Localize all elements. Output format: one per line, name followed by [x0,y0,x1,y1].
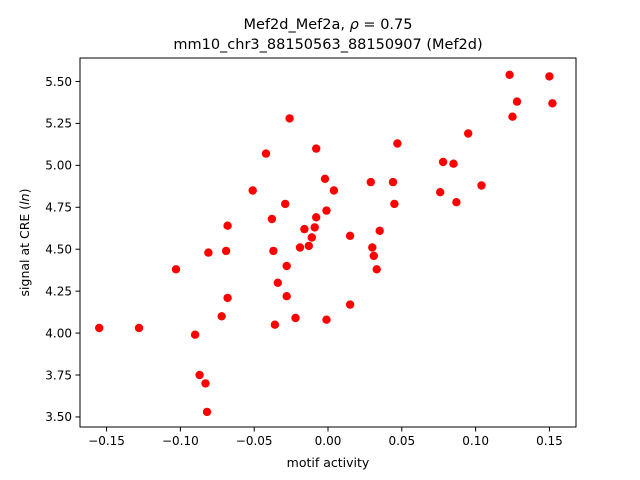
data-point-47 [452,198,461,207]
data-point-0 [95,323,104,333]
x-tick-label-0: −0.15 [88,434,125,448]
x-tick-label-1: −0.10 [162,434,199,448]
data-point-8 [217,312,226,321]
data-point-28 [312,213,321,222]
x-axis-label: motif activity [287,455,370,470]
x-tick-label-2: −0.05 [236,434,273,448]
y-tick-label-7: 5.25 [45,117,72,131]
plot-area-frame [79,57,577,428]
data-point-12 [248,186,257,195]
x-tick-label-3: 0.00 [315,434,342,448]
y-tick-label-1: 3.75 [45,368,72,382]
data-point-35 [345,231,355,240]
data-point-52 [512,97,522,106]
data-point-53 [545,72,554,81]
data-point-37 [368,243,377,252]
data-point-36 [366,177,375,187]
data-point-18 [281,199,290,209]
data-point-15 [269,246,278,256]
data-point-44 [436,188,445,197]
data-point-19 [282,292,291,301]
data-point-45 [438,157,448,167]
data-point-50 [505,70,514,80]
data-point-5 [201,379,210,388]
data-point-7 [204,248,213,257]
data-point-1 [134,323,144,333]
data-point-14 [267,214,277,224]
data-point-51 [508,112,517,121]
data-point-34 [345,300,355,309]
data-point-21 [285,114,294,123]
chart-title-line1: Mef2d_Mef2a, ρ = 0.75 [244,17,413,33]
data-point-4 [195,370,204,380]
data-point-32 [322,315,331,324]
data-point-22 [291,313,300,323]
y-tick-label-0: 3.50 [45,410,72,424]
data-point-24 [300,224,309,234]
data-point-20 [282,261,291,271]
data-point-6 [202,407,212,417]
y-tick-label-3: 4.25 [45,284,72,298]
data-point-23 [295,243,305,252]
data-points [95,70,557,417]
data-point-25 [304,241,313,251]
data-point-38 [369,251,378,261]
data-point-48 [464,129,473,138]
data-point-26 [307,233,316,242]
y-tick-label-6: 5.00 [45,159,72,173]
data-point-27 [310,223,319,232]
data-point-41 [388,177,398,187]
data-point-11 [223,221,232,230]
data-point-43 [393,139,402,148]
x-tick-label-4: 0.05 [388,434,415,448]
y-tick-label-5: 4.75 [45,201,72,215]
data-point-54 [548,99,557,108]
data-point-42 [390,199,399,209]
chart-title-line2: mm10_chr3_88150563_88150907 (Mef2d) [173,37,482,53]
data-point-40 [375,226,384,235]
data-point-33 [329,186,339,195]
x-tick-label-5: 0.10 [462,434,489,448]
x-tick-label-6: 0.15 [536,434,563,448]
data-point-9 [221,246,231,256]
data-point-17 [273,278,282,287]
data-point-29 [312,144,321,153]
y-axis-ticks: 3.50 3.75 4.00 4.25 4.50 4.75 5.00 5.25 5.50 [45,75,80,424]
data-point-46 [449,159,458,168]
data-point-49 [477,181,486,190]
data-point-3 [190,330,200,339]
data-point-10 [223,293,232,303]
data-point-16 [270,320,280,329]
x-axis-ticks: −0.15 −0.10 −0.05 0.00 0.05 0.10 0.15 [88,427,563,448]
data-point-13 [261,149,271,158]
y-tick-label-4: 4.50 [45,243,72,257]
data-point-2 [171,265,181,274]
data-point-39 [372,265,381,274]
data-point-30 [320,174,330,183]
y-tick-label-8: 5.50 [45,75,72,89]
data-point-31 [322,206,331,215]
y-axis-label: signal at CRE (ln) [17,189,32,297]
y-tick-label-2: 4.00 [45,326,72,340]
